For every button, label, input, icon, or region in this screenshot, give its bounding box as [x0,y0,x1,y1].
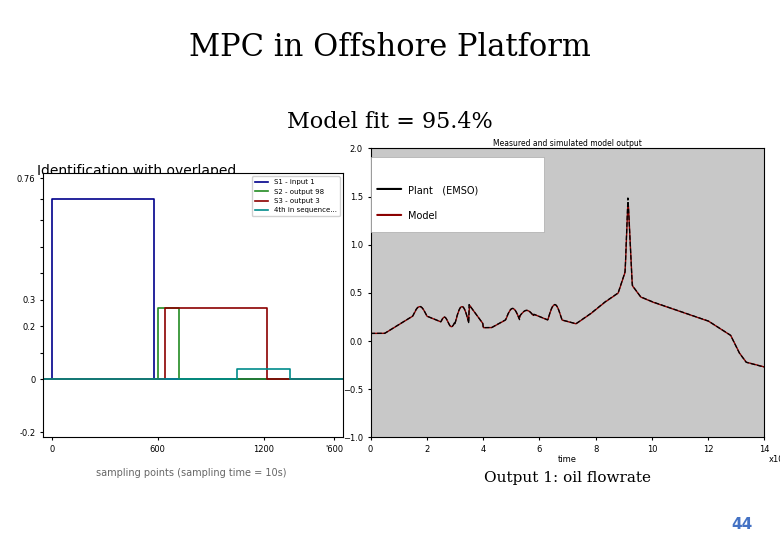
S1 - input 1 [150,376,159,382]
Text: Output 1: oil flowrate: Output 1: oil flowrate [484,471,651,485]
S3 - output 3 [339,376,348,382]
S3 - output 3 [38,376,48,382]
4th in sequence... [232,366,242,372]
S1 - input 1 [38,376,48,382]
S1 - input 1 [47,196,56,202]
Text: Identification with overlaped: Identification with overlaped [37,164,236,178]
X-axis label: time: time [558,455,577,464]
S2 - output 98 [339,376,348,382]
S3 - output 3 [160,376,169,382]
4th in sequence... [285,376,295,382]
S3 - output 3 [160,305,169,311]
Text: Model: Model [408,211,437,221]
Legend: S1 - input 1, S2 - output 98, S3 - output 3, 4th in sequence...: S1 - input 1, S2 - output 98, S3 - outpu… [252,176,340,216]
4th in sequence... [38,376,48,382]
S2 - output 98 [153,305,162,311]
S2 - output 98 [153,376,162,382]
4th in sequence... [339,376,348,382]
Text: inputs signals: inputs signals [89,194,184,208]
S1 - input 1 [47,376,56,382]
S2 - output 98 [174,376,183,382]
Text: Model fit = 95.4%: Model fit = 95.4% [287,111,493,132]
S2 - output 98 [174,305,183,311]
Line: S2 - output 98: S2 - output 98 [43,308,343,379]
Text: sampling points (sampling time = 10s): sampling points (sampling time = 10s) [96,468,286,477]
S1 - input 1 [339,376,348,382]
Line: S1 - input 1: S1 - input 1 [43,199,343,379]
Title: Measured and simulated model output: Measured and simulated model output [493,139,642,148]
Text: 44: 44 [732,517,753,532]
S1 - input 1 [150,196,159,202]
4th in sequence... [232,376,242,382]
Line: S3 - output 3: S3 - output 3 [43,308,343,379]
Text: MPC in Offshore Platform: MPC in Offshore Platform [189,32,591,64]
4th in sequence... [285,366,295,372]
S3 - output 3 [263,305,272,311]
S2 - output 98 [38,376,48,382]
S3 - output 3 [263,376,272,382]
FancyBboxPatch shape [370,157,544,232]
Text: Plant   (EMSO): Plant (EMSO) [408,185,478,195]
Line: 4th in sequence...: 4th in sequence... [43,369,343,379]
Text: x10: x10 [768,455,780,464]
